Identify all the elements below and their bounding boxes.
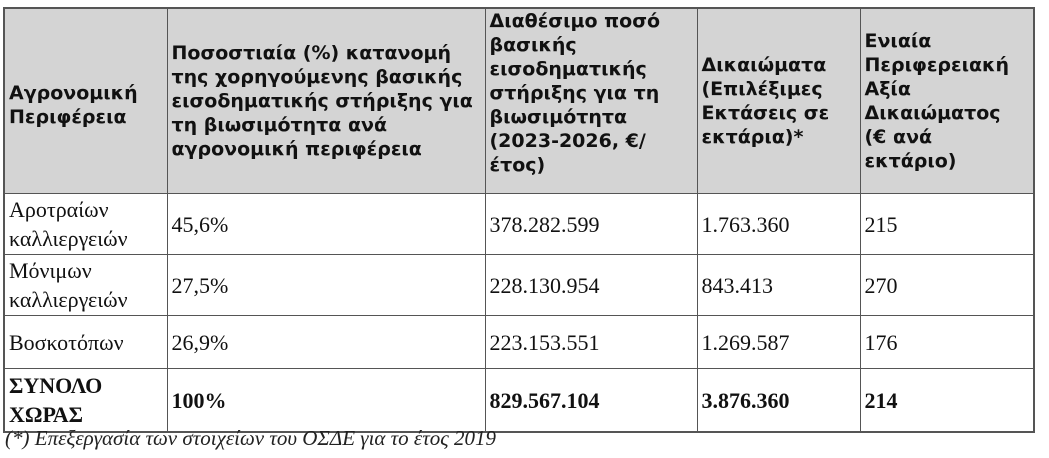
cell-unit-value: 270 xyxy=(859,254,1035,316)
cell-amount: 228.130.954 xyxy=(484,254,698,316)
cell-region: Αροτραίων καλλιεργειών xyxy=(3,193,168,255)
cell-percentage: 26,9% xyxy=(166,315,486,369)
header-region: Αγρονομική Περιφέρεια xyxy=(3,7,168,194)
header-percentage: Ποσοστιαία (%) κατανομή της χορηγούμενης… xyxy=(166,7,486,194)
cell-amount: 223.153.551 xyxy=(484,315,698,369)
header-entitlements: Δικαιώματα (Επιλέξιμες Εκτάσεις σε εκτάρ… xyxy=(696,7,861,194)
table-row: Μόνιμων καλλιεργειών 27,5% 228.130.954 8… xyxy=(3,254,1035,316)
table-total-row: ΣΥΝΟΛΟ ΧΩΡΑΣ 100% 829.567.104 3.876.360 … xyxy=(3,368,1035,433)
total-entitlements: 3.876.360 xyxy=(696,368,861,433)
total-unit-value: 214 xyxy=(859,368,1035,433)
cell-amount: 378.282.599 xyxy=(484,193,698,255)
table-row: Βοσκοτόπων 26,9% 223.153.551 1.269.587 1… xyxy=(3,315,1035,369)
cell-entitlements: 843.413 xyxy=(696,254,861,316)
header-available-amount: Διαθέσιμο ποσό βασικής εισοδηματικής στή… xyxy=(484,7,698,194)
cell-region: Μόνιμων καλλιεργειών xyxy=(3,254,168,316)
table-footnote: (*) Επεξεργασία των στοιχείων του ΟΣΔΕ γ… xyxy=(5,426,496,450)
cell-percentage: 45,6% xyxy=(166,193,486,255)
cell-percentage: 27,5% xyxy=(166,254,486,316)
table-header-row: Αγρονομική Περιφέρεια Ποσοστιαία (%) κατ… xyxy=(3,7,1035,194)
header-unit-value: Ενιαία Περιφερειακή Αξία Δικαιώματος (€ … xyxy=(859,7,1035,194)
total-percentage: 100% xyxy=(166,368,486,433)
table-row: Αροτραίων καλλιεργειών 45,6% 378.282.599… xyxy=(3,193,1035,255)
allocation-table: Αγρονομική Περιφέρεια Ποσοστιαία (%) κατ… xyxy=(3,7,1035,433)
cell-unit-value: 215 xyxy=(859,193,1035,255)
total-label: ΣΥΝΟΛΟ ΧΩΡΑΣ xyxy=(3,368,168,433)
cell-unit-value: 176 xyxy=(859,315,1035,369)
total-amount: 829.567.104 xyxy=(484,368,698,433)
cell-region: Βοσκοτόπων xyxy=(3,315,168,369)
cell-entitlements: 1.763.360 xyxy=(696,193,861,255)
cell-entitlements: 1.269.587 xyxy=(696,315,861,369)
allocation-table-container: Αγρονομική Περιφέρεια Ποσοστιαία (%) κατ… xyxy=(3,7,1035,433)
